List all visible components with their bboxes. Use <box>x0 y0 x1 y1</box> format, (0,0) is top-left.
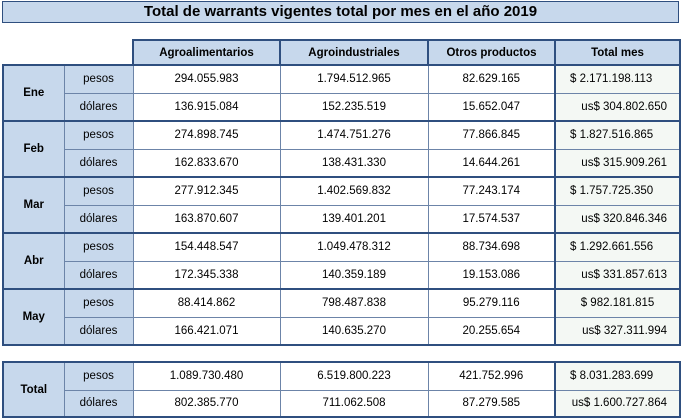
total-row: Total pesos 1.089.730.480 6.519.800.223 … <box>2 361 681 418</box>
cell-value: 14.644.261 <box>427 148 556 178</box>
cell-value: 88.414.862 <box>132 288 281 318</box>
cell-value: 1.474.751.276 <box>279 120 429 150</box>
cell-value: 138.431.330 <box>279 148 429 178</box>
table-row: dólares 166.421.071 140.635.270 20.255.6… <box>3 316 681 346</box>
cell-value: 166.421.071 <box>132 316 281 346</box>
total-value: 6.519.800.223 <box>279 361 429 391</box>
corner-blank <box>3 40 64 65</box>
table-row: dólares 172.345.338 140.359.189 19.153.0… <box>3 260 681 290</box>
table-row: Mar pesos 277.912.345 1.402.569.832 77.2… <box>2 176 681 234</box>
month-label: Feb <box>2 120 65 178</box>
column-header-otros-productos: Otros productos <box>427 39 556 66</box>
cell-value: 15.652.047 <box>427 92 556 122</box>
cell-value: 152.235.519 <box>279 92 429 122</box>
corner-blank <box>64 40 133 65</box>
unit-label: pesos <box>63 361 134 391</box>
total-value: 1.089.730.480 <box>132 361 281 391</box>
cell-value: 172.345.338 <box>132 260 281 290</box>
cell-value: 162.833.670 <box>132 148 281 178</box>
cell-value: 82.629.165 <box>427 64 556 94</box>
unit-label: dólares <box>63 316 134 346</box>
table-row: Abr pesos 154.448.547 1.049.478.312 88.7… <box>2 232 681 290</box>
total-value: 711.062.508 <box>279 389 429 418</box>
table-row: May pesos 88.414.862 798.487.838 95.279.… <box>2 288 681 346</box>
cell-value: 140.635.270 <box>279 316 429 346</box>
cell-value: 1.049.478.312 <box>279 232 429 262</box>
cell-value: 19.153.086 <box>427 260 556 290</box>
month-total-value: $ 1.757.725.350 <box>554 176 681 206</box>
unit-label: pesos <box>63 232 134 262</box>
unit-label: pesos <box>63 64 134 94</box>
month-label: Ene <box>2 64 65 122</box>
unit-label: dólares <box>63 148 134 178</box>
cell-value: 274.898.745 <box>132 120 281 150</box>
table-row: dólares 162.833.670 138.431.330 14.644.2… <box>3 148 681 178</box>
table-title: Total de warrants vigentes total por mes… <box>2 1 679 23</box>
unit-label: pesos <box>63 288 134 318</box>
month-total-value: us$ 320.846.346 <box>554 204 681 234</box>
month-label: May <box>2 288 65 346</box>
cell-value: 77.866.845 <box>427 120 556 150</box>
month-total-value: $ 1.292.661.556 <box>554 232 681 262</box>
cell-value: 140.359.189 <box>279 260 429 290</box>
table-row: dólares 136.915.084 152.235.519 15.652.0… <box>3 92 681 122</box>
cell-value: 77.243.174 <box>427 176 556 206</box>
table-row: dólares 163.870.607 139.401.201 17.574.5… <box>3 204 681 234</box>
cell-value: 1.402.569.832 <box>279 176 429 206</box>
cell-value: 163.870.607 <box>132 204 281 234</box>
totals-table: Total pesos 1.089.730.480 6.519.800.223 … <box>2 361 681 418</box>
unit-label: dólares <box>63 260 134 290</box>
month-total-value: us$ 304.802.650 <box>554 92 681 122</box>
unit-label: dólares <box>63 204 134 234</box>
month-total-value: $ 2.171.198.113 <box>554 64 681 94</box>
column-header-agroindustriales: Agroindustriales <box>279 39 429 66</box>
month-total-value: us$ 327.311.994 <box>554 316 681 346</box>
month-total-value: us$ 331.857.613 <box>554 260 681 290</box>
cell-value: 17.574.537 <box>427 204 556 234</box>
total-label: Total <box>2 361 65 418</box>
cell-value: 154.448.547 <box>132 232 281 262</box>
total-value: 421.752.996 <box>427 361 556 391</box>
unit-label: pesos <box>63 176 134 206</box>
month-label: Abr <box>2 232 65 290</box>
unit-label: dólares <box>63 92 134 122</box>
cell-value: 136.915.084 <box>132 92 281 122</box>
cell-value: 20.255.654 <box>427 316 556 346</box>
table-row: Ene pesos 294.055.983 1.794.512.965 82.6… <box>2 64 681 122</box>
month-total-value: $ 1.827.516.865 <box>554 120 681 150</box>
month-label: Mar <box>2 176 65 234</box>
cell-value: 95.279.116 <box>427 288 556 318</box>
cell-value: 1.794.512.965 <box>279 64 429 94</box>
unit-label: pesos <box>63 120 134 150</box>
header-row: Agroalimentarios Agroindustriales Otros … <box>3 39 681 66</box>
table-row: Feb pesos 274.898.745 1.474.751.276 77.8… <box>2 120 681 178</box>
unit-label: dólares <box>63 389 134 418</box>
grand-total-value: $ 8.031.283.699 <box>554 361 681 391</box>
cell-value: 88.734.698 <box>427 232 556 262</box>
total-row: dólares 802.385.770 711.062.508 87.279.5… <box>3 389 681 418</box>
cell-value: 139.401.201 <box>279 204 429 234</box>
total-value: 87.279.585 <box>427 389 556 418</box>
cell-value: 294.055.983 <box>132 64 281 94</box>
column-header-agroalimentarios: Agroalimentarios <box>132 39 281 66</box>
month-total-value: us$ 315.909.261 <box>554 148 681 178</box>
cell-value: 277.912.345 <box>132 176 281 206</box>
total-value: 802.385.770 <box>132 389 281 418</box>
grand-total-value: us$ 1.600.727.864 <box>554 389 681 418</box>
month-total-value: $ 982.181.815 <box>554 288 681 318</box>
cell-value: 798.487.838 <box>279 288 429 318</box>
column-header-total-mes: Total mes <box>554 39 681 66</box>
warrants-table: Agroalimentarios Agroindustriales Otros … <box>2 39 681 346</box>
